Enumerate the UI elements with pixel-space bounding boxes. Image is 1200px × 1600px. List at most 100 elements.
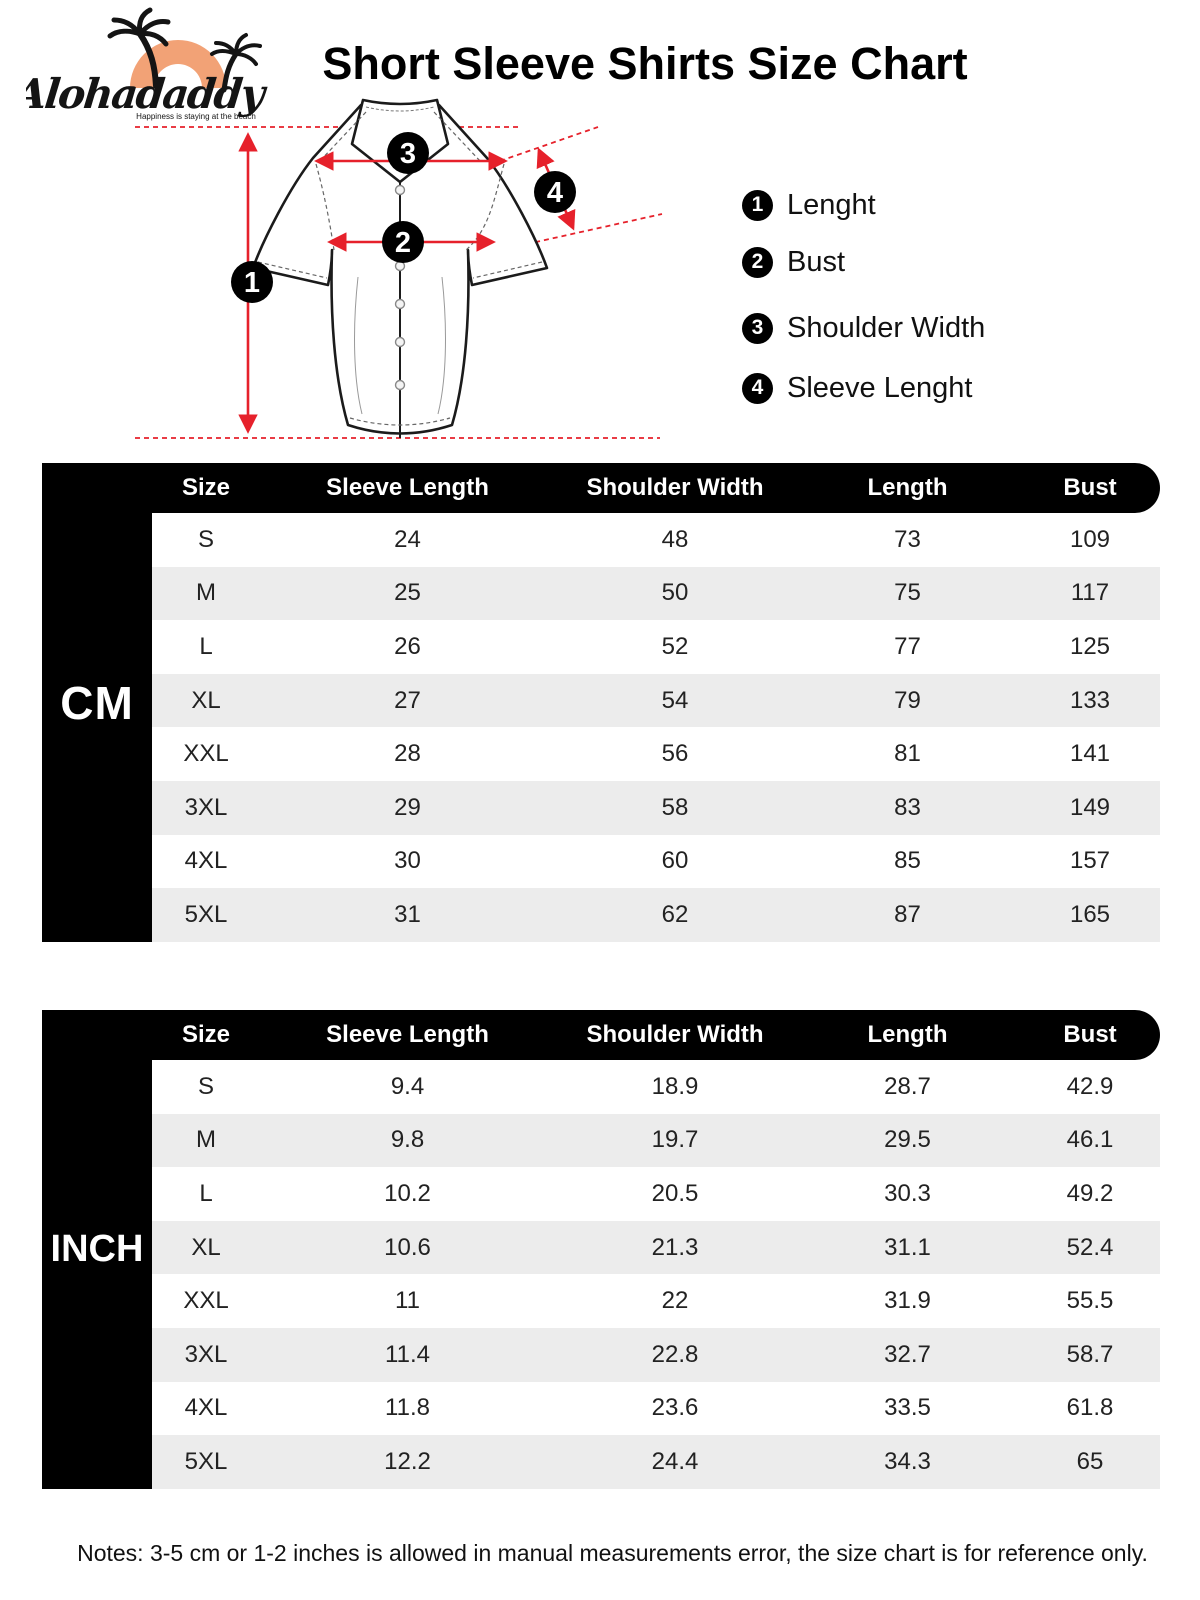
marker-2: 2: [395, 227, 411, 259]
legend-item-bust: 2 Bust: [742, 246, 845, 278]
inch-unit-band: INCH: [42, 1010, 152, 1489]
inch-table-header: Size Sleeve Length Shoulder Width Length…: [42, 1010, 1160, 1060]
cell-bust: 65: [1076, 1447, 1104, 1475]
table-row: XXL 28 56 81 141: [152, 727, 1160, 781]
brand-logo: Alohadaddy Happiness is staying at the b…: [26, 7, 270, 121]
cell-sleeve: 11.4: [385, 1340, 430, 1368]
cell-sleeve: 31: [394, 900, 421, 928]
cell-size: 5XL: [184, 900, 228, 928]
cell-sleeve: 10.6: [384, 1233, 431, 1261]
cell-shoulder: 48: [661, 525, 689, 553]
legend-item-length: 1 Lenght: [742, 189, 876, 221]
table-row: 4XL 30 60 85 157: [152, 834, 1160, 889]
cell-shoulder: 60: [661, 847, 689, 875]
cell-length: 79: [894, 686, 921, 714]
cell-size: 4XL: [184, 847, 228, 875]
legend-4-icon: 4: [742, 372, 773, 404]
cell-shoulder: 58: [661, 793, 689, 821]
cell-length: 29.5: [884, 1126, 931, 1154]
cell-size: 4XL: [184, 1394, 228, 1422]
cell-shoulder: 24.4: [651, 1447, 699, 1475]
cell-length: 77: [894, 632, 921, 660]
legend-2-icon: 2: [742, 246, 773, 278]
unit-label-inch: INCH: [50, 1228, 144, 1270]
col-header-length: Length: [867, 1021, 948, 1048]
diagram-markers: 1 2 3 4: [231, 132, 576, 303]
col-header-shoulder-width: Shoulder Width: [586, 474, 764, 501]
cell-shoulder: 18.9: [651, 1072, 699, 1100]
col-header-shoulder-width: Shoulder Width: [586, 1021, 764, 1048]
cell-size: XXL: [183, 740, 229, 768]
cell-shoulder: 54: [661, 686, 689, 714]
marker-4: 4: [547, 177, 563, 209]
table-row: S 9.4 18.9 28.7 42.9: [152, 1060, 1160, 1114]
cell-shoulder: 23.6: [651, 1394, 699, 1422]
cell-sleeve: 29: [394, 793, 421, 821]
col-header-length: Length: [867, 474, 948, 501]
brand-name: Alohadaddy: [26, 69, 270, 118]
cm-unit-band: CM: [42, 463, 152, 942]
cell-size: XXL: [183, 1287, 229, 1315]
cell-bust: 52.4: [1066, 1233, 1114, 1261]
table-row: S 24 48 73 109: [152, 513, 1160, 567]
cell-sleeve: 9.4: [390, 1072, 425, 1100]
table-row: XXL 11 22 31.9 55.5: [152, 1274, 1160, 1328]
cell-bust: 141: [1069, 740, 1111, 768]
cell-size: S: [197, 525, 214, 553]
shirt-buttons: [394, 184, 406, 391]
cell-shoulder: 62: [661, 900, 689, 928]
col-header-sleeve-length: Sleeve Length: [326, 1021, 489, 1048]
cell-sleeve: 11.8: [385, 1394, 430, 1422]
table-row: 5XL 31 62 87 165: [152, 888, 1160, 942]
cell-size: M: [196, 579, 216, 607]
col-header-sleeve-length: Sleeve Length: [326, 474, 489, 501]
cell-sleeve: 9.8: [390, 1126, 425, 1154]
marker-1: 1: [244, 267, 260, 299]
legend-label-length: Lenght: [787, 188, 876, 221]
table-row: 3XL 29 58 83 149: [152, 780, 1160, 835]
cell-bust: 157: [1069, 847, 1111, 875]
cell-size: M: [196, 1126, 216, 1154]
cell-length: 75: [894, 579, 921, 607]
legend-item-sleeve-length: 4 Sleeve Lenght: [742, 372, 972, 404]
cell-length: 33.5: [884, 1394, 931, 1422]
cm-table-header: Size Sleeve Length Shoulder Width Length…: [42, 463, 1160, 513]
cell-bust: 133: [1069, 686, 1111, 714]
cell-sleeve: 25: [394, 579, 421, 607]
table-row: M 25 50 75 117: [152, 566, 1160, 621]
table-row: 5XL 12.2 24.4 34.3 65: [152, 1435, 1160, 1489]
cell-bust: 117: [1070, 579, 1110, 607]
legend-3-icon: 3: [742, 312, 773, 344]
cell-length: 34.3: [884, 1447, 931, 1475]
cell-length: 32.7: [884, 1340, 931, 1368]
cell-size: 3XL: [184, 1340, 228, 1368]
cell-bust: 46.1: [1066, 1126, 1114, 1154]
page-title: Short Sleeve Shirts Size Chart: [322, 38, 968, 89]
col-header-bust: Bust: [1063, 1021, 1117, 1048]
cell-bust: 61.8: [1066, 1394, 1114, 1422]
cm-table-body: S 24 48 73 109 M 25 50 75 117 L 26 52 77…: [152, 513, 1160, 942]
brand-tagline: Happiness is staying at the beach: [136, 112, 256, 121]
unit-label-cm: CM: [60, 676, 134, 729]
col-header-size: Size: [181, 474, 231, 501]
shirt-measurement-diagram: 1 2 3 4: [135, 98, 663, 439]
cell-size: L: [199, 1179, 213, 1207]
cell-shoulder: 21.3: [651, 1233, 699, 1261]
cell-shoulder: 22.8: [651, 1340, 699, 1368]
cell-length: 81: [894, 740, 921, 768]
palm-tree-icon: [107, 7, 171, 89]
cell-sleeve: 26: [394, 632, 421, 660]
cell-size: 3XL: [184, 793, 228, 821]
cell-sleeve: 12.2: [384, 1447, 431, 1475]
cell-sleeve: 10.2: [384, 1179, 431, 1207]
cell-size: S: [197, 1072, 214, 1100]
cell-length: 31.9: [884, 1287, 931, 1315]
col-header-size: Size: [181, 1021, 231, 1048]
cell-sleeve: 11: [395, 1287, 420, 1315]
cell-length: 31.1: [884, 1233, 931, 1261]
cell-bust: 55.5: [1066, 1287, 1114, 1315]
notes-text: Notes: 3-5 cm or 1-2 inches is allowed i…: [77, 1540, 1148, 1566]
cell-size: 5XL: [184, 1447, 228, 1475]
table-row: 4XL 11.8 23.6 33.5 61.8: [152, 1381, 1160, 1436]
